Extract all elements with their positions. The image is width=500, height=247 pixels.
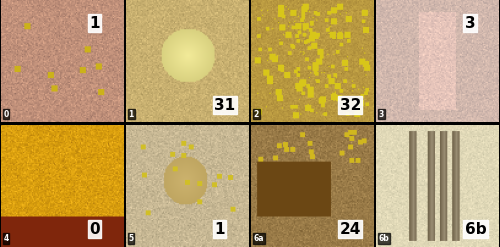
Text: 31: 31 [214,98,236,113]
Text: 6a: 6a [254,234,264,243]
Text: 0: 0 [4,110,8,119]
Text: 6b: 6b [379,234,390,243]
Text: 32: 32 [340,98,361,113]
Text: 5: 5 [128,234,134,243]
Text: 3: 3 [379,110,384,119]
Text: 1: 1 [128,110,134,119]
Text: 24: 24 [340,222,361,237]
Text: 1: 1 [214,222,225,237]
Text: 2: 2 [254,110,259,119]
Text: 1: 1 [90,16,100,31]
Text: 0: 0 [90,222,100,237]
Text: 6b: 6b [464,222,486,237]
Text: 4: 4 [4,234,8,243]
Text: 3: 3 [464,16,475,31]
